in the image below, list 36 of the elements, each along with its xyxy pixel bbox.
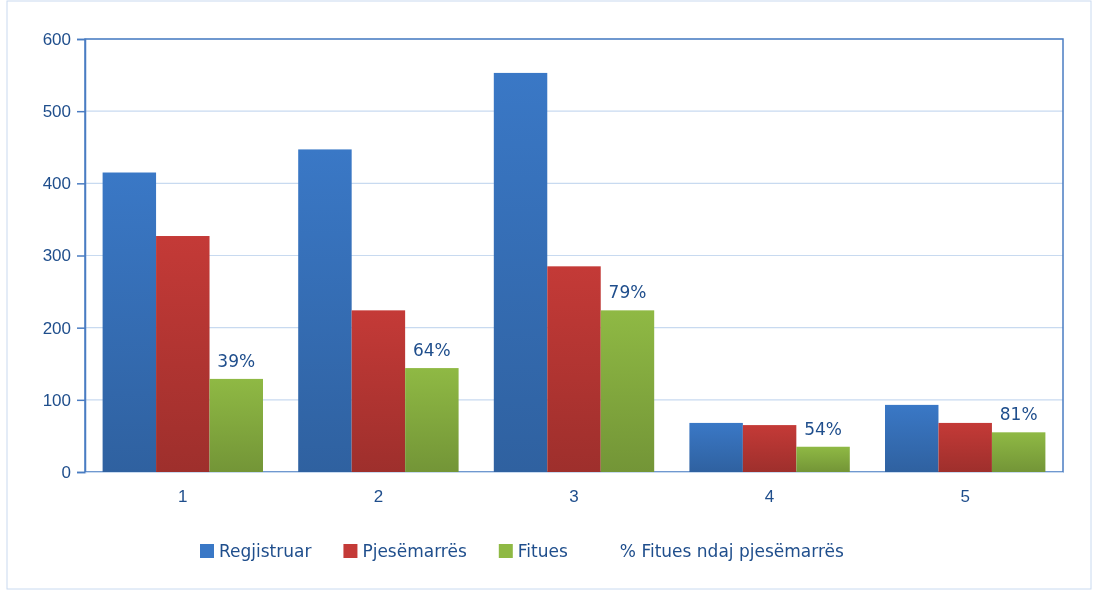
annotation: 54% <box>804 418 842 439</box>
annotation: 39% <box>217 350 256 371</box>
bar <box>298 149 352 472</box>
bar <box>600 310 655 472</box>
y-tick-label: 500 <box>42 102 71 122</box>
annotation: 79% <box>608 282 647 303</box>
annotation: 64% <box>412 340 451 361</box>
y-tick-label: 100 <box>42 390 71 410</box>
bar <box>796 446 850 472</box>
bar <box>493 72 548 472</box>
y-tick-label: 0 <box>61 462 71 482</box>
legend-label: Pjesëmarrës <box>362 541 467 561</box>
bar <box>351 310 406 472</box>
x-tick-label: 4 <box>764 487 775 507</box>
legend-label: Fitues <box>517 541 568 561</box>
x-tick-label: 5 <box>960 487 970 507</box>
bar <box>742 425 797 472</box>
bar <box>209 378 263 472</box>
legend-label: Regjistruar <box>219 541 312 561</box>
bar <box>547 266 601 472</box>
annotation: 81% <box>999 404 1038 425</box>
x-tick-label: 1 <box>178 487 188 507</box>
text: % Fitues ndaj pjesëmarrës <box>619 541 844 561</box>
bar <box>991 432 1046 472</box>
bar <box>102 172 157 472</box>
bar <box>405 368 459 472</box>
x-tick-label: 3 <box>569 487 579 507</box>
bar <box>885 404 939 472</box>
y-tick-label: 600 <box>42 29 71 49</box>
x-tick-label: 2 <box>373 487 384 507</box>
y-tick-label: 300 <box>42 246 71 266</box>
bar <box>689 422 743 472</box>
bar <box>156 236 210 472</box>
y-tick-label: 200 <box>42 318 71 338</box>
bar <box>938 422 992 472</box>
y-tick-label: 400 <box>42 174 71 194</box>
